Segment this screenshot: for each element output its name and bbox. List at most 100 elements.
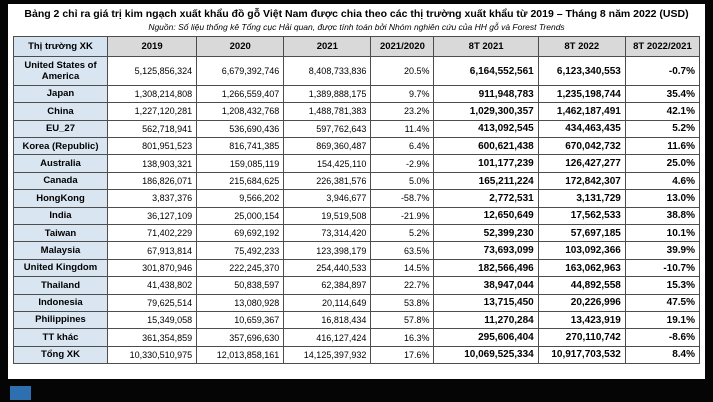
value-cell: 16,818,434 [283,310,372,330]
value-cell: 73,314,420 [283,224,372,243]
value-cell: 14.5% [370,258,435,278]
value-cell: 301,870,946 [106,258,198,278]
value-cell: 71,402,229 [106,224,198,243]
value-cell: 20.5% [370,56,435,86]
table-row: Indonesia 79,625,514 13,080,928 20,114,649 5… [13,293,701,312]
table-row: Philippines 15,349,058 10,659,367 16,818,43… [13,310,701,330]
table-row: Taiwan 71,402,229 69,692,192 73,314,420 5.2%… [13,224,701,243]
value-cell: 12,013,858,161 [196,345,285,365]
value-cell: 254,440,533 [283,258,372,278]
value-cell: 1,227,120,281 [106,102,198,121]
value-cell: 5,125,856,324 [106,56,198,86]
value-cell: 20,226,996 [537,293,626,312]
value-cell: 79,625,514 [106,293,198,312]
market-name-cell: EU_27 [13,119,108,139]
value-cell: 13,423,919 [537,310,626,330]
market-name-cell: Taiwan [13,224,108,243]
market-name-cell: Malaysia [13,241,108,260]
value-cell: 75,492,233 [196,241,285,260]
market-name-cell: Indonesia [13,293,108,312]
value-cell: 38.8% [624,206,701,226]
value-cell: 13,715,450 [433,293,539,312]
value-cell: 22.7% [370,276,435,295]
value-cell: 44,892,558 [537,276,626,295]
export-markets-table: Thị trường XK 2019 2020 2021 2021/2020 8T 202… [13,36,701,365]
table-row: EU_27 562,718,941 536,690,436 597,762,643 11… [13,119,701,139]
market-name-cell: Japan [13,84,108,104]
value-cell: 6,679,392,746 [196,56,285,86]
value-cell: 1,389,888,175 [283,84,372,104]
value-cell: 11.4% [370,119,435,139]
value-cell: 670,042,732 [537,137,626,156]
value-cell: 53.8% [370,293,435,312]
table-row: China 1,227,120,281 1,208,432,768 1,488,781… [13,102,701,121]
column-header: 2021/2020 [370,36,435,58]
value-cell: 1,029,300,357 [433,102,539,121]
value-cell: 126,427,277 [537,154,626,173]
value-cell: 123,398,179 [283,241,372,260]
value-cell: 20,114,649 [283,293,372,312]
value-cell: 10,330,510,975 [106,345,198,365]
value-cell: 3,131,729 [537,189,626,208]
market-name-cell: Canada [13,171,108,191]
value-cell: 801,951,523 [106,137,198,156]
value-cell: 226,381,576 [283,171,372,191]
value-cell: 6,164,552,561 [433,56,539,86]
value-cell: 10,917,703,532 [537,345,626,365]
value-cell: -2.9% [370,154,435,173]
value-cell: 295,606,404 [433,328,539,347]
column-header: 8T 2022/2021 [624,36,701,58]
value-cell: 10,069,525,334 [433,345,539,365]
value-cell: 73,693,099 [433,241,539,260]
value-cell: 57.8% [370,310,435,330]
value-cell: 816,741,385 [196,137,285,156]
value-cell: 5.2% [624,119,701,139]
value-cell: 172,842,307 [537,171,626,191]
value-cell: -0.7% [624,56,701,86]
table-row: Australia 138,903,321 159,085,119 154,425,1… [13,154,701,173]
table-row: Canada 186,826,071 215,684,625 226,381,576 5… [13,171,701,191]
table-row: India 36,127,109 25,000,154 19,519,508 -21.9… [13,206,701,226]
value-cell: 597,762,643 [283,119,372,139]
market-name-cell: HongKong [13,189,108,208]
value-cell: 270,110,742 [537,328,626,347]
value-cell: 25,000,154 [196,206,285,226]
value-cell: 13,080,928 [196,293,285,312]
value-cell: 67,913,814 [106,241,198,260]
value-cell: 138,903,321 [106,154,198,173]
value-cell: 10.1% [624,224,701,243]
table-row: United States of America 5,125,856,324 6,6… [13,56,701,86]
value-cell: 39.9% [624,241,701,260]
value-cell: 5.2% [370,224,435,243]
value-cell: 186,826,071 [106,171,198,191]
column-header: 8T 2021 [433,36,539,58]
value-cell: 5.0% [370,171,435,191]
value-cell: 182,566,496 [433,258,539,278]
value-cell: 16.3% [370,328,435,347]
value-cell: 159,085,119 [196,154,285,173]
value-cell: 42.1% [624,102,701,121]
source-note: Nguồn: Số liệu thống kê Tổng cục Hải qua… [148,22,565,33]
value-cell: 14,125,397,932 [283,345,372,365]
value-cell: 6,123,340,553 [537,56,626,86]
value-cell: 15.3% [624,276,701,295]
value-cell: 9.7% [370,84,435,104]
value-cell: 19,519,508 [283,206,372,226]
value-cell: 600,621,438 [433,137,539,156]
value-cell: 41,438,802 [106,276,198,295]
value-cell: 63.5% [370,241,435,260]
value-cell: 47.5% [624,293,701,312]
value-cell: 17,562,533 [537,206,626,226]
market-name-cell: India [13,206,108,226]
value-cell: 165,211,224 [433,171,539,191]
value-cell: 361,354,859 [106,328,198,347]
value-cell: -21.9% [370,206,435,226]
value-cell: 536,690,436 [196,119,285,139]
value-cell: 413,092,545 [433,119,539,139]
value-cell: 562,718,941 [106,119,198,139]
value-cell: 38,947,044 [433,276,539,295]
document-sheet: Bảng 2 chỉ ra giá trị kim ngạch xuất khẩ… [8,4,705,379]
value-cell: 101,177,239 [433,154,539,173]
table-row: TT khác 361,354,859 357,696,630 416,127,424… [13,328,701,347]
